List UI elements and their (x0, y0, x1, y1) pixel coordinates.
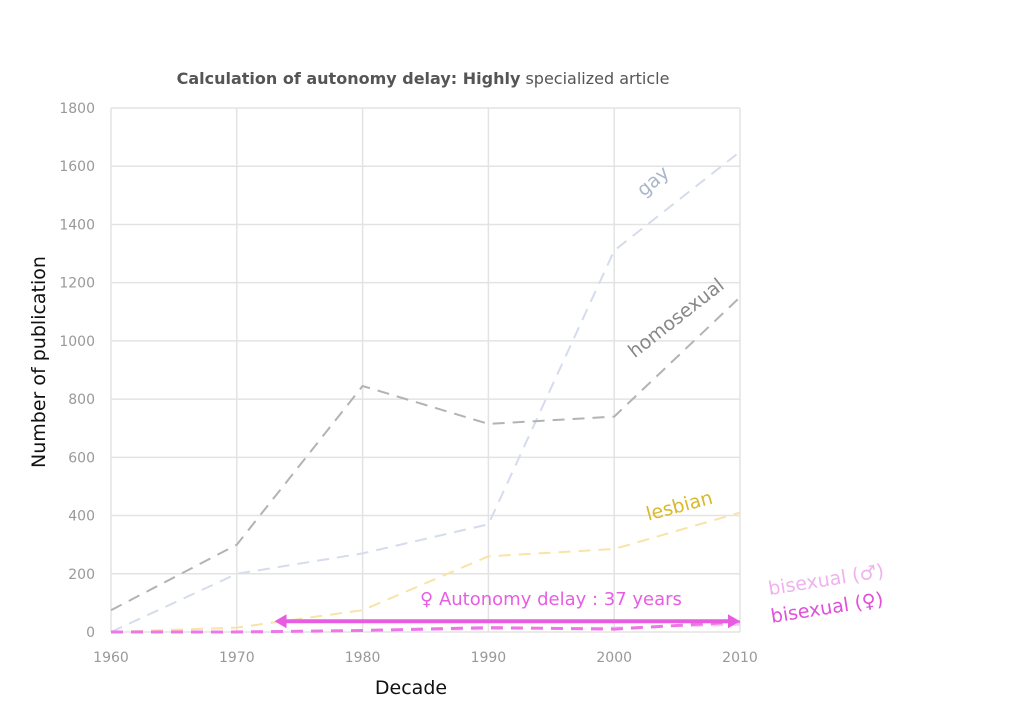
series-label-1: homosexual (624, 274, 728, 362)
x-axis-label: Decade (375, 677, 447, 699)
series-label-2: lesbian (644, 487, 715, 526)
chart-series (110, 150, 741, 634)
y-tick-label: 1000 (59, 334, 95, 350)
series-line-3 (110, 623, 741, 633)
x-tick-label: 1960 (93, 650, 129, 666)
y-tick-label: 1600 (59, 159, 95, 175)
x-tick-label: 1990 (471, 650, 507, 666)
annotation-text: ♀ Autonomy delay : 37 years (420, 589, 682, 610)
y-tick-label: 1400 (59, 217, 95, 233)
series-line-2 (110, 511, 741, 633)
y-tick-label: 200 (68, 567, 95, 583)
annotation-arrowhead-left (274, 614, 287, 629)
y-tick-label: 1800 (59, 101, 95, 117)
annotation-arrowhead-right (728, 614, 740, 629)
chart-title: Calculation of autonomy delay: Highly sp… (177, 69, 670, 88)
series-line-1 (110, 296, 741, 612)
y-tick-label: 1200 (59, 276, 95, 292)
series-line-0 (110, 150, 741, 633)
y-tick-label: 800 (68, 392, 95, 408)
y-axis-ticks: 0 200 400 600 800 1000 1200 1400 1600 1800 (59, 101, 95, 641)
autonomy-delay-annotation: ♀ Autonomy delay : 37 years (274, 589, 740, 629)
x-axis-ticks: 1960 1970 1980 1990 2000 2010 (93, 650, 758, 666)
series-line-4 (111, 620, 741, 634)
x-tick-label: 1980 (345, 650, 381, 666)
chart-title-bold: Calculation of autonomy delay: Highly (177, 69, 521, 88)
chart-title-rest: specialized article (520, 69, 669, 88)
chart-grid (110, 107, 741, 633)
x-tick-label: 1970 (219, 650, 255, 666)
series-label-0: gay (633, 162, 674, 201)
x-tick-label: 2010 (722, 650, 758, 666)
y-tick-label: 0 (86, 625, 95, 641)
x-tick-label: 2000 (596, 650, 632, 666)
y-axis-label: Number of publication (28, 256, 50, 468)
y-tick-label: 400 (68, 509, 95, 525)
y-tick-label: 600 (68, 450, 95, 466)
